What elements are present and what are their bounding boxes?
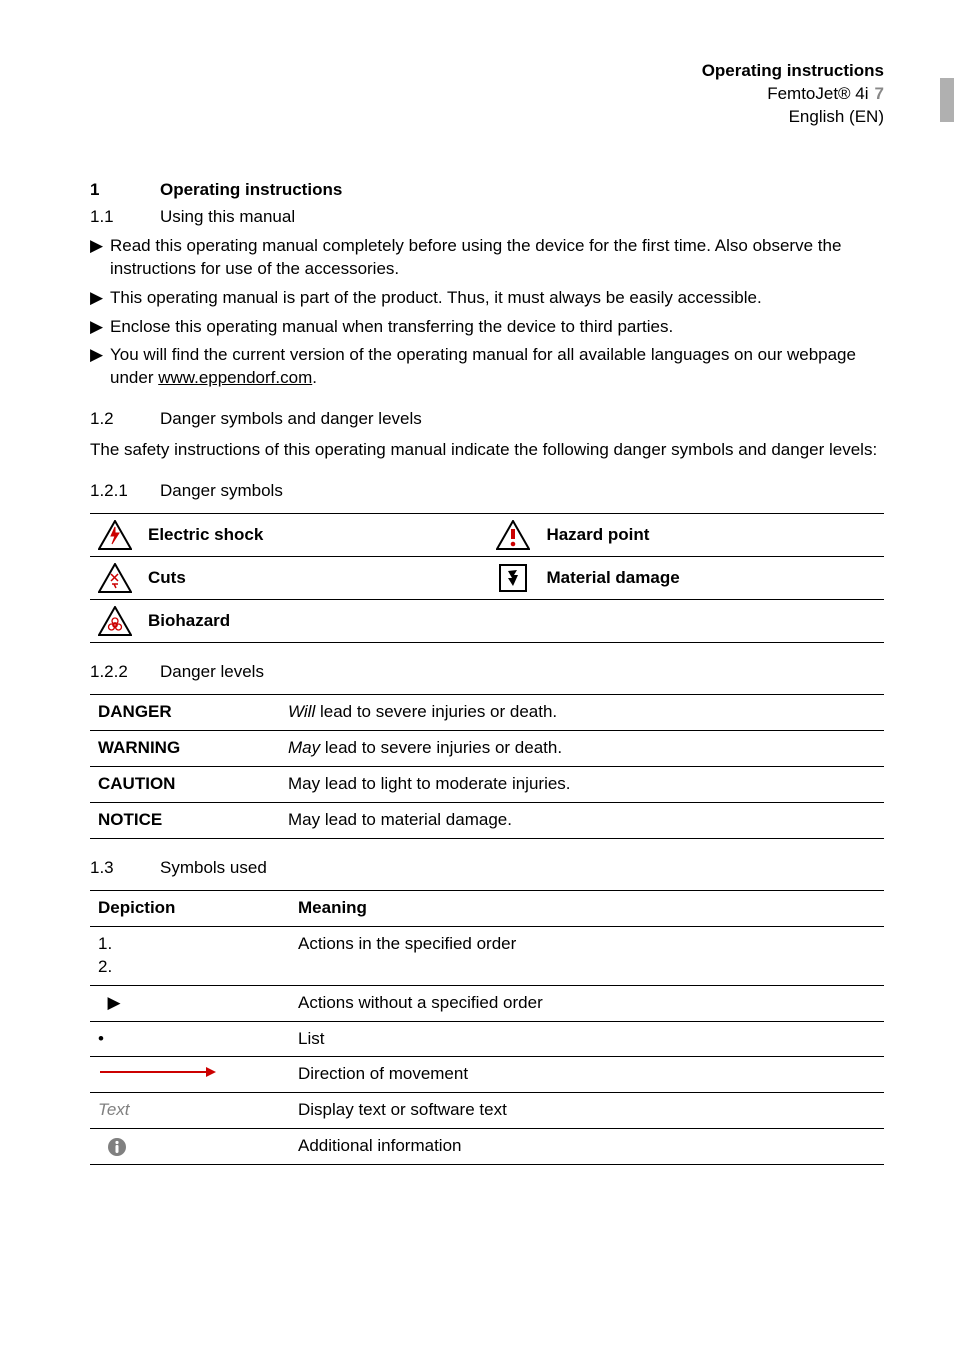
bullet-item: ▶ You will find the current version of t… xyxy=(90,344,884,390)
section-1-2-1: 1.2.1 Danger symbols xyxy=(90,480,884,503)
level-notice: NOTICE xyxy=(90,802,280,838)
electric-shock-label: Electric shock xyxy=(140,514,488,557)
section-1: 1 Operating instructions xyxy=(90,179,884,202)
header-title: Operating instructions xyxy=(90,60,884,83)
section-1-2-2: 1.2.2 Danger levels xyxy=(90,661,884,684)
symbols-used-table: Depiction Meaning 1. 2. Actions in the s… xyxy=(90,890,884,1166)
triangle-depiction: ▶ xyxy=(90,985,290,1021)
level-warning: WARNING xyxy=(90,731,280,767)
section-1-3: 1.3 Symbols used xyxy=(90,857,884,880)
danger-levels-table: DANGER Will lead to severe injuries or d… xyxy=(90,694,884,839)
biohazard-label: Biohazard xyxy=(140,600,488,643)
cuts-label: Cuts xyxy=(140,557,488,600)
biohazard-icon xyxy=(90,600,140,643)
info-depiction xyxy=(90,1129,290,1165)
level-danger-desc: Will lead to severe injuries or death. xyxy=(280,695,884,731)
triangle-bullet-icon: ▶ xyxy=(90,344,110,390)
arrow-depiction xyxy=(90,1057,290,1093)
bullet-item: ▶ This operating manual is part of the p… xyxy=(90,287,884,310)
bullet-item: ▶ Enclose this operating manual when tra… xyxy=(90,316,884,339)
cuts-icon xyxy=(90,557,140,600)
text-depiction: Text xyxy=(90,1093,290,1129)
info-icon xyxy=(107,1137,127,1157)
page-number: 7 xyxy=(875,84,884,103)
bullet-item: ▶ Read this operating manual completely … xyxy=(90,235,884,281)
triangle-bullet-icon: ▶ xyxy=(90,287,110,310)
material-damage-label: Material damage xyxy=(538,557,884,600)
meaning-header: Meaning xyxy=(290,890,884,926)
header-lang: English (EN) xyxy=(90,106,884,129)
level-caution-desc: May lead to light to moderate injuries. xyxy=(280,766,884,802)
bullet-meaning: List xyxy=(290,1021,884,1057)
triangle-bullet-icon: ▶ xyxy=(90,316,110,339)
danger-intro: The safety instructions of this operatin… xyxy=(90,439,884,462)
bullet-depiction: • xyxy=(90,1021,290,1057)
hazard-point-icon xyxy=(488,514,538,557)
level-warning-desc: May lead to severe injuries or death. xyxy=(280,731,884,767)
triangle-meaning: Actions without a specified order xyxy=(290,985,884,1021)
page-header: Operating instructions FemtoJet® 4i7 Eng… xyxy=(90,60,884,129)
level-caution: CAUTION xyxy=(90,766,280,802)
danger-symbols-table: Electric shock Hazard point Cuts Materia… xyxy=(90,513,884,643)
electric-shock-icon xyxy=(90,514,140,557)
section-1-1: 1.1 Using this manual xyxy=(90,206,884,229)
level-danger: DANGER xyxy=(90,695,280,731)
text-meaning: Display text or software text xyxy=(290,1093,884,1129)
numbered-steps-depiction: 1. 2. xyxy=(90,926,290,985)
depiction-header: Depiction xyxy=(90,890,290,926)
level-notice-desc: May lead to material damage. xyxy=(280,802,884,838)
info-meaning: Additional information xyxy=(290,1129,884,1165)
arrow-meaning: Direction of movement xyxy=(290,1057,884,1093)
numbered-steps-meaning: Actions in the specified order xyxy=(290,926,884,985)
material-damage-icon xyxy=(488,557,538,600)
eppendorf-link[interactable]: www.eppendorf.com xyxy=(158,368,312,387)
header-product: FemtoJet® 4i7 xyxy=(90,83,884,106)
usage-bullets: ▶ Read this operating manual completely … xyxy=(90,235,884,391)
page-tab xyxy=(940,78,954,122)
section-1-2: 1.2 Danger symbols and danger levels xyxy=(90,408,884,431)
triangle-bullet-icon: ▶ xyxy=(90,235,110,281)
hazard-point-label: Hazard point xyxy=(538,514,884,557)
